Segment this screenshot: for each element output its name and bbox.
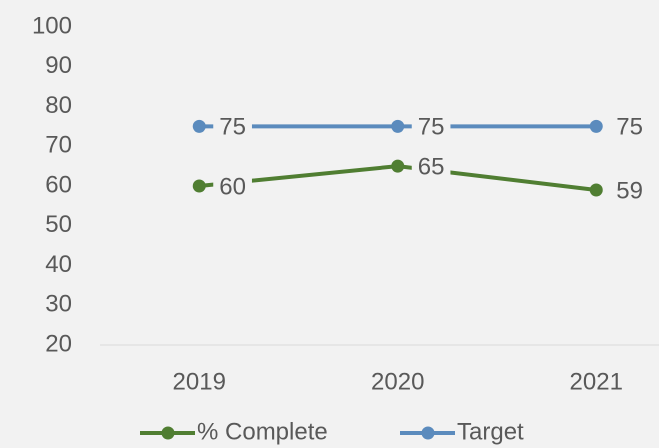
x-tick-label: 2019 [173,368,226,395]
data-label-text: 75 [219,114,246,141]
data-label-text: 60 [219,173,246,200]
data-label-text: 75 [418,114,445,141]
label-bg [411,113,451,141]
lines [192,119,603,197]
label-bg [610,113,649,141]
legend-label: Target [457,418,524,445]
data-label-text: 75 [616,114,643,141]
data-label: 75 [213,113,252,141]
point [192,179,206,193]
point [192,119,206,133]
x-tick-label: 2021 [570,368,623,395]
y-tick-label: 40 [45,251,72,278]
point [589,183,603,197]
data-label: 75 [610,113,649,141]
data-label: 75 [411,113,451,141]
data-label-text: 59 [616,177,643,204]
point [391,119,405,133]
y-tick-label: 70 [45,132,72,159]
label-bg [411,153,451,181]
data-label: 65 [411,153,451,181]
data-label: 60 [213,173,252,201]
label-bg [213,113,252,141]
y-tick-label: 60 [45,171,72,198]
label-bg [610,177,649,205]
y-tick-label: 30 [45,291,72,318]
legend-marker [161,426,175,440]
legend-label: % Complete [197,418,328,445]
y-tick-label: 50 [45,211,72,238]
y-tick-label: 20 [45,330,72,357]
label-bg [213,173,252,201]
data-labels: 60 65 59 75 75 75 [213,113,649,205]
point [391,159,405,173]
data-label: 59 [610,177,649,205]
x-tick-label: 2020 [371,368,424,395]
y-tick-label: 100 [32,12,72,39]
legend-marker [421,426,435,440]
y-tick-label: 80 [45,92,72,119]
point [589,119,603,133]
data-label-text: 65 [418,153,445,180]
y-tick-label: 90 [45,52,72,79]
